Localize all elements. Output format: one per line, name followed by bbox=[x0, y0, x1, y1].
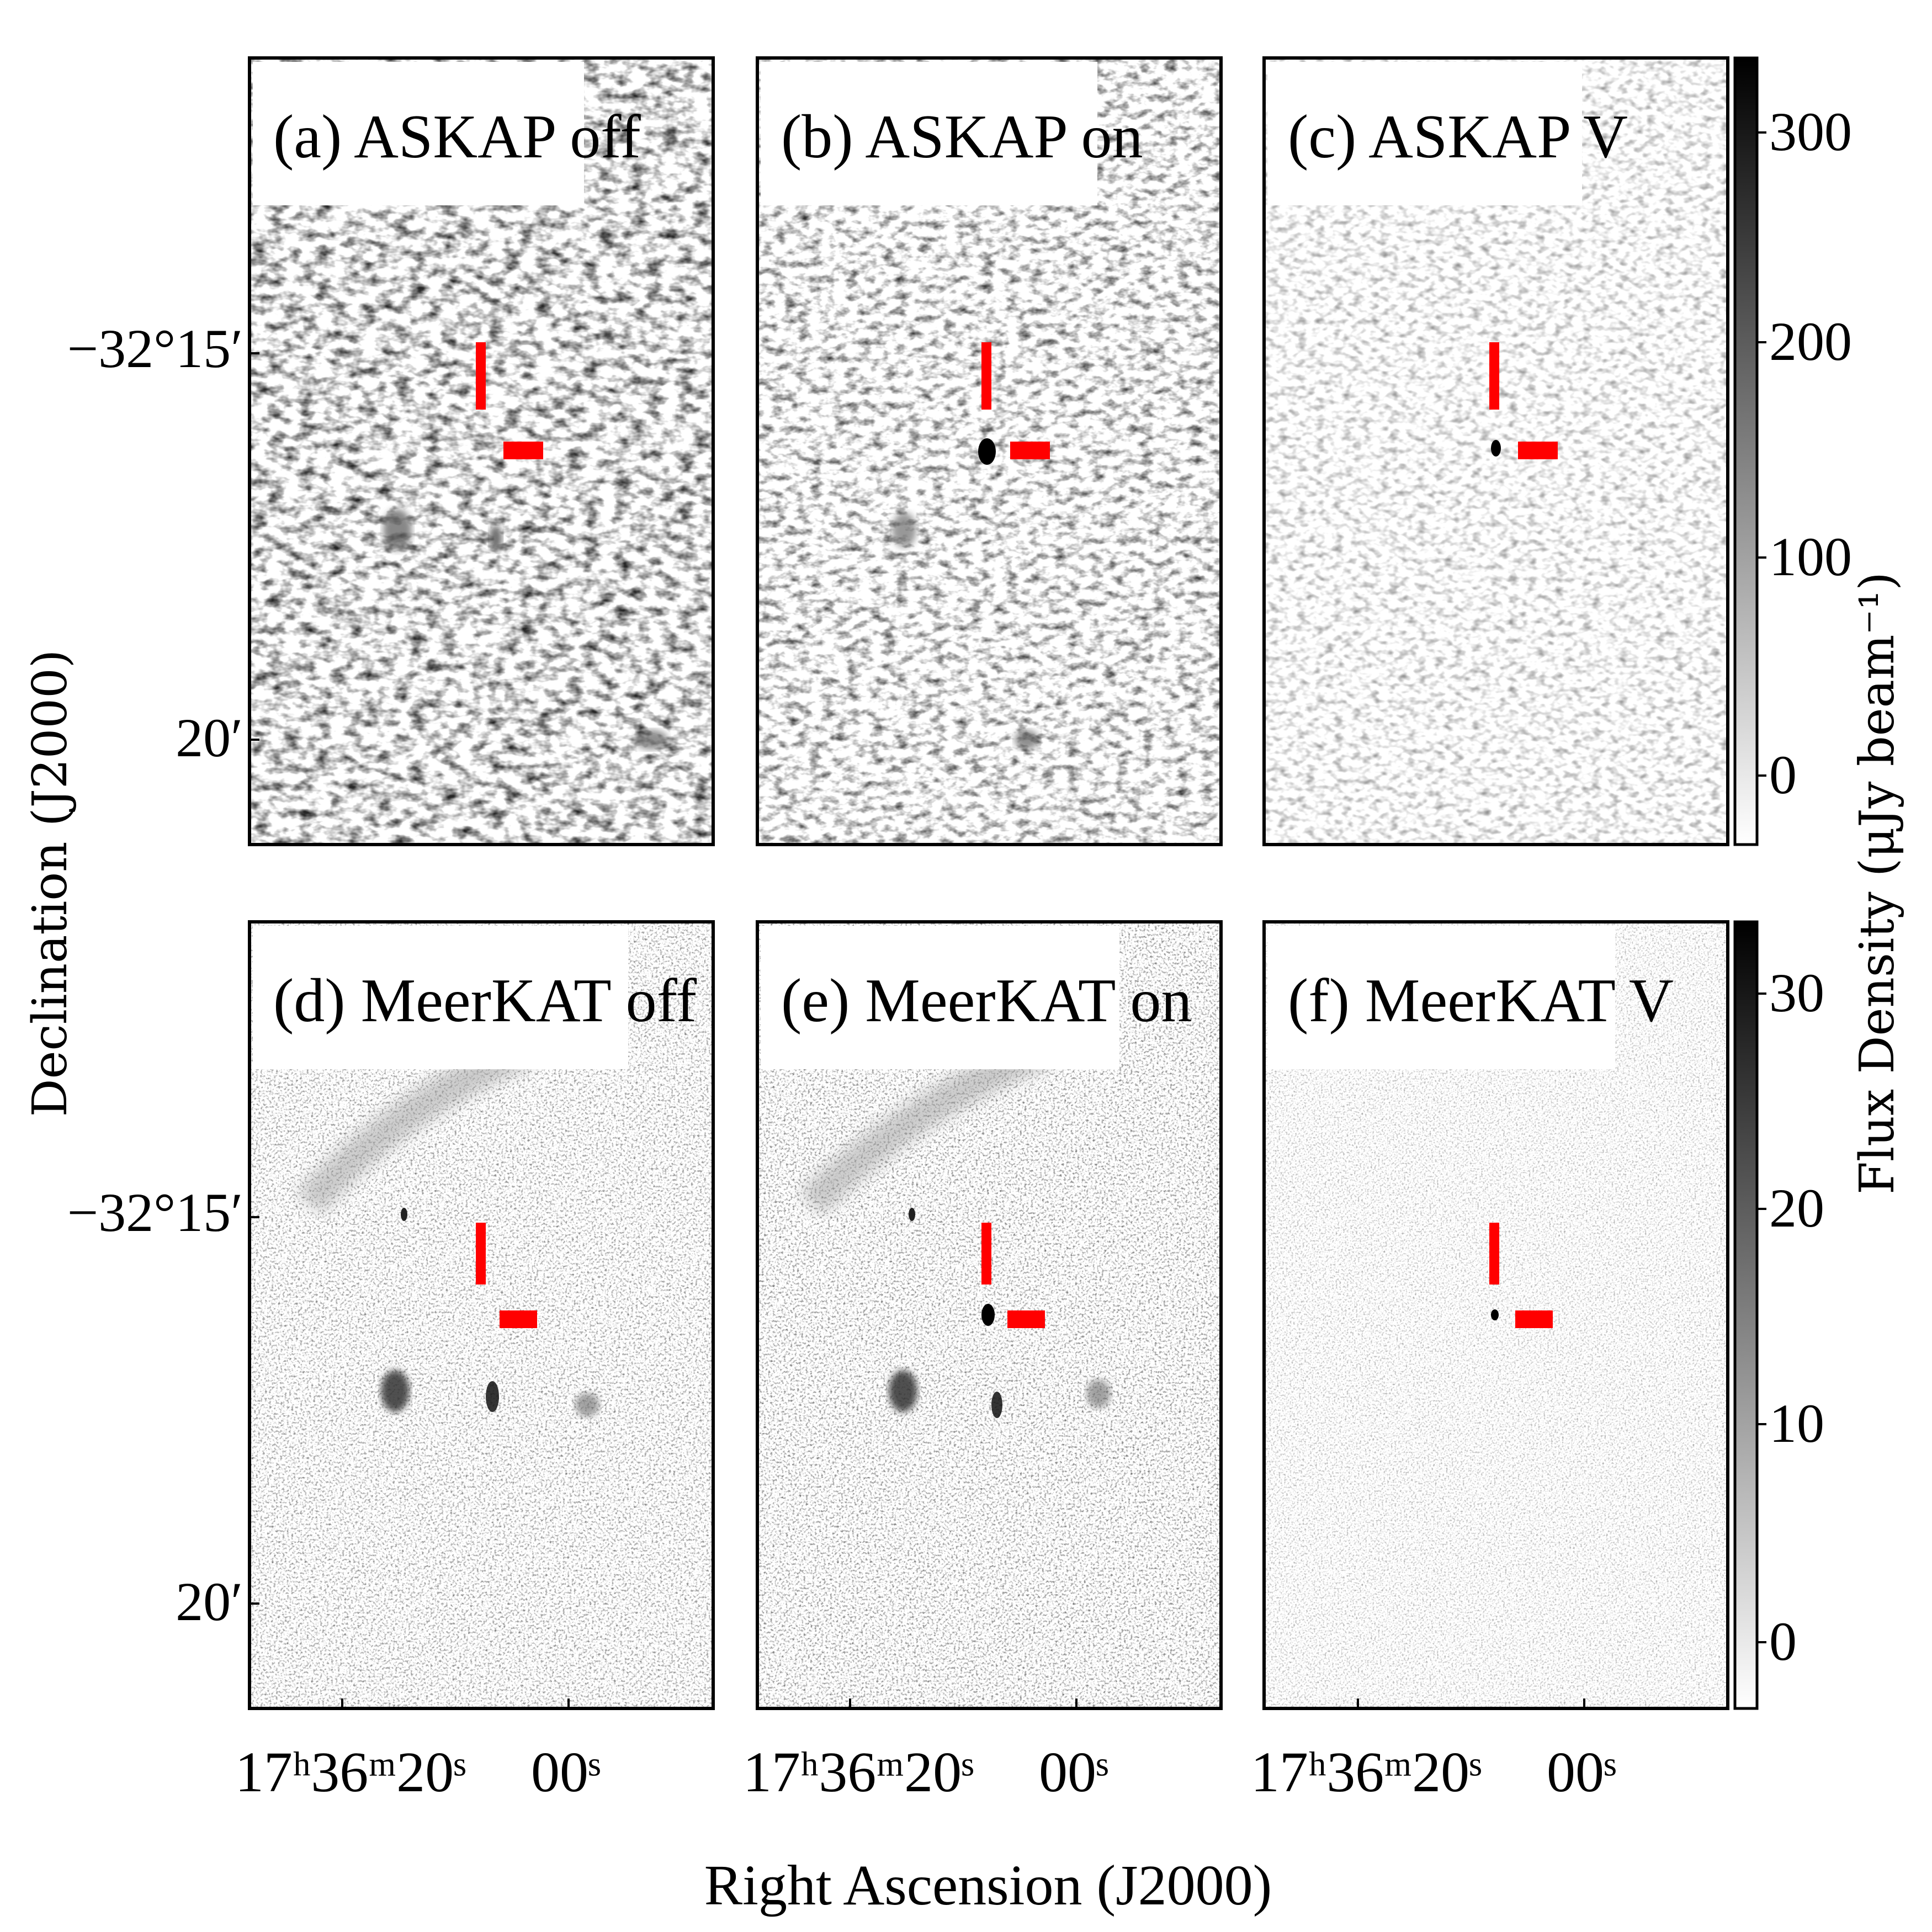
x-tick-label: 17ʰ36ᵐ20ˢ bbox=[235, 1740, 466, 1804]
y-tick-label: −32°15′ bbox=[67, 1182, 243, 1243]
colorbar-tick: 30 bbox=[1769, 962, 1824, 1023]
marker-horizontal bbox=[1518, 442, 1558, 459]
panel-frame bbox=[756, 56, 1223, 846]
colorbar-tick: 10 bbox=[1769, 1393, 1824, 1454]
source-blob bbox=[1491, 440, 1501, 457]
marker-vertical bbox=[1489, 1223, 1499, 1285]
panel-d-title: (d) MeerKAT off bbox=[273, 967, 697, 1035]
x-tick-label: 00ˢ bbox=[1547, 1740, 1616, 1804]
colorbar-tick: 300 bbox=[1769, 101, 1852, 162]
y-tick-label: 20′ bbox=[176, 707, 243, 768]
panel-c: (c) ASKAP V bbox=[1262, 56, 1729, 846]
marker-vertical bbox=[476, 342, 486, 410]
marker-horizontal bbox=[1010, 442, 1050, 459]
colorbar-tick: 100 bbox=[1769, 526, 1852, 587]
marker-vertical bbox=[981, 342, 991, 410]
x-tick-label: 00ˢ bbox=[531, 1740, 601, 1804]
y-axis-label: Declination (J2000) bbox=[23, 650, 78, 1117]
panel-e: (e) MeerKAT on bbox=[756, 920, 1223, 1710]
panel-f-title: (f) MeerKAT V bbox=[1288, 967, 1674, 1035]
marker-horizontal bbox=[503, 442, 543, 459]
y-axis-ticks: −32°15′ 20′ −32°15′ 20′ bbox=[67, 318, 259, 1632]
colorbar-label: Flux Density (μJy beam⁻¹) bbox=[1850, 572, 1905, 1195]
panel-frame bbox=[248, 56, 715, 846]
x-axis-label: Right Ascension (J2000) bbox=[704, 1854, 1272, 1917]
x-tick-label: 00ˢ bbox=[1039, 1740, 1108, 1804]
source-blob bbox=[978, 438, 996, 465]
marker-vertical bbox=[476, 1223, 486, 1285]
colorbar-tick: 200 bbox=[1769, 311, 1852, 372]
colorbar-askap: 300 200 100 0 bbox=[1733, 56, 1852, 846]
colorbar-tick: 0 bbox=[1769, 1611, 1797, 1672]
marker-vertical bbox=[981, 1223, 991, 1285]
panel-b-title: (b) ASKAP on bbox=[781, 103, 1143, 171]
y-tick-label: −32°15′ bbox=[67, 318, 243, 379]
x-tick-label: 17ʰ36ᵐ20ˢ bbox=[743, 1740, 974, 1804]
panel-a-title: (a) ASKAP off bbox=[273, 103, 641, 171]
panel-frame bbox=[1262, 920, 1729, 1710]
panel-frame bbox=[756, 920, 1223, 1710]
panel-b: (b) ASKAP on bbox=[756, 56, 1223, 846]
panel-e-title: (e) MeerKAT on bbox=[781, 967, 1192, 1035]
panel-d: (d) MeerKAT off bbox=[248, 920, 715, 1710]
colorbar-tick: 0 bbox=[1769, 744, 1797, 805]
y-tick-label: 20′ bbox=[176, 1571, 243, 1632]
marker-horizontal bbox=[1007, 1310, 1045, 1328]
marker-vertical bbox=[1489, 342, 1499, 410]
marker-horizontal bbox=[1515, 1310, 1553, 1328]
x-axis-ticks: 17ʰ36ᵐ20ˢ 00ˢ 17ʰ36ᵐ20ˢ 00ˢ 17ʰ36ᵐ20ˢ 00… bbox=[235, 1699, 1616, 1804]
panel-frame bbox=[248, 920, 715, 1710]
marker-horizontal bbox=[500, 1310, 537, 1328]
panel-frame bbox=[1262, 56, 1729, 846]
panel-c-title: (c) ASKAP V bbox=[1288, 103, 1628, 171]
panel-f: (f) MeerKAT V bbox=[1262, 920, 1729, 1710]
colorbar-tick: 20 bbox=[1769, 1177, 1824, 1239]
x-tick-label: 17ʰ36ᵐ20ˢ bbox=[1251, 1740, 1482, 1804]
source-blob bbox=[1491, 1309, 1499, 1320]
colorbar-meerkat: 30 20 10 0 bbox=[1733, 920, 1824, 1710]
source-blob bbox=[981, 1304, 995, 1326]
panel-a: (a) ASKAP off bbox=[248, 56, 715, 846]
